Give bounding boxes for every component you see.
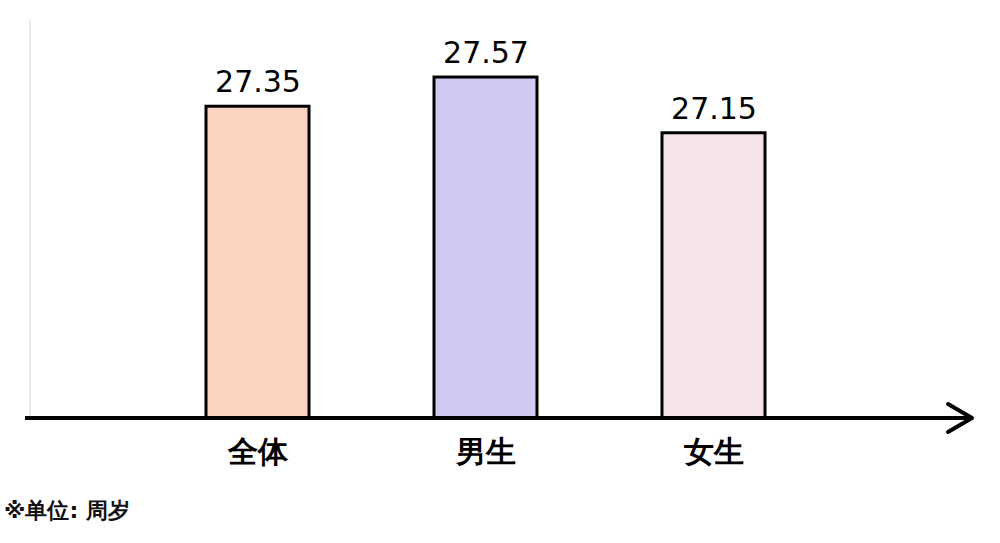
- svg-text:全体: 全体: [227, 434, 289, 469]
- html-text:※单位: 周岁: ※单位: 周岁: [4, 498, 130, 523]
- svg-text:27.15: 27.15: [671, 91, 757, 126]
- svg-text:女生: 女生: [683, 434, 744, 469]
- svg-text:27.35: 27.35: [215, 64, 301, 99]
- svg-text:男生: 男生: [455, 434, 516, 469]
- svg-text:27.57: 27.57: [443, 35, 529, 70]
